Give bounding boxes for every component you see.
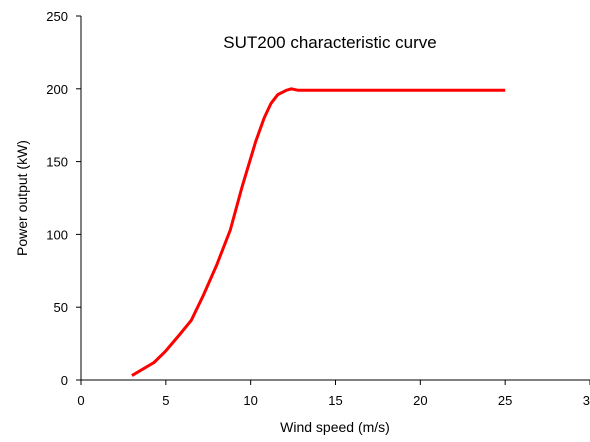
- x-tick-label: 0: [77, 393, 84, 408]
- x-tick-label: 15: [328, 393, 342, 408]
- y-axis-ticks: 0 50 100 150 200 250: [46, 9, 81, 388]
- x-tick-label: 30: [583, 393, 590, 408]
- series-line: [131, 87, 506, 377]
- y-tick-label: 200: [46, 82, 68, 97]
- x-axis-ticks: 0 5 10 15 20 25 30: [77, 380, 590, 408]
- x-axis-title: Wind speed (m/s): [280, 419, 390, 435]
- y-tick-label: 0: [61, 373, 68, 388]
- x-tick-label: 5: [162, 393, 169, 408]
- y-tick-label: 150: [46, 155, 68, 170]
- axes: [80, 16, 590, 381]
- series-layer: [131, 87, 506, 377]
- y-tick-label: 250: [46, 9, 68, 24]
- x-tick-label: 10: [243, 393, 257, 408]
- y-axis-title: Power output (kW): [14, 140, 30, 256]
- y-tick-label: 50: [54, 300, 68, 315]
- x-tick-label: 25: [498, 393, 512, 408]
- y-tick-label: 100: [46, 227, 68, 242]
- chart-title: SUT200 characteristic curve: [223, 33, 437, 52]
- x-tick-label: 20: [413, 393, 427, 408]
